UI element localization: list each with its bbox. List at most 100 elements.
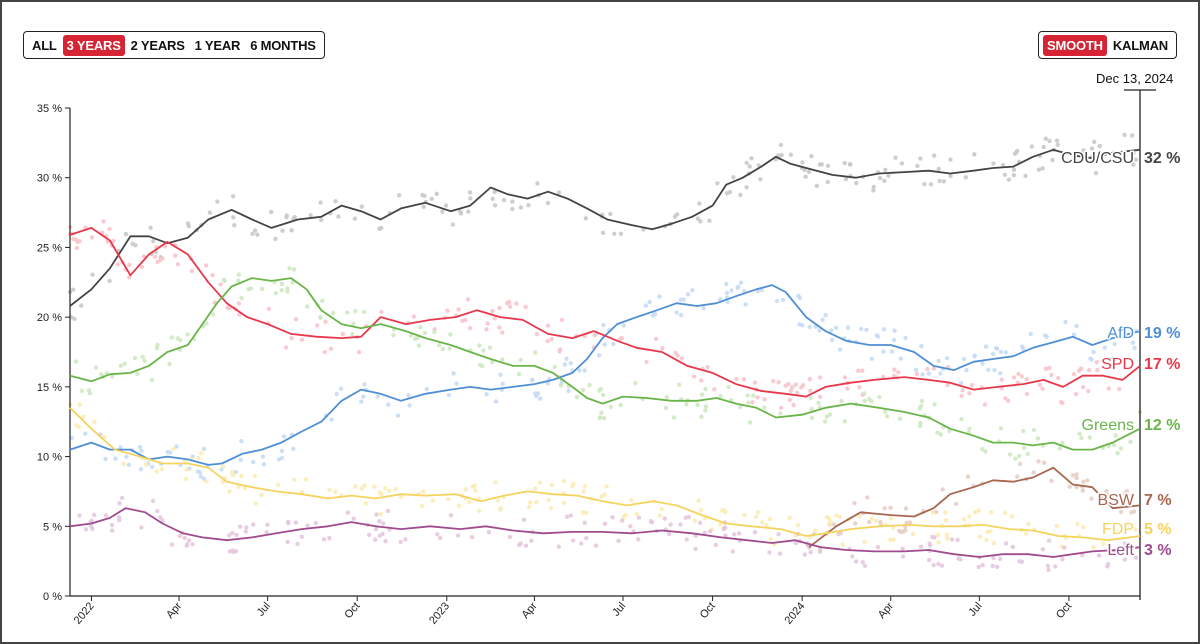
poll-dot	[777, 551, 783, 556]
poll-dot	[703, 408, 708, 413]
poll-dot	[1041, 144, 1046, 150]
poll-dot	[998, 349, 1004, 355]
poll-dot	[183, 476, 189, 482]
poll-dot	[988, 510, 994, 515]
poll-dot	[816, 400, 821, 406]
poll-dot	[89, 235, 95, 240]
poll-dot	[724, 290, 730, 296]
poll-dot	[790, 385, 795, 390]
poll-dot	[964, 368, 969, 373]
poll-dot	[1059, 400, 1064, 405]
poll-dot	[579, 541, 584, 546]
series-value-label: 19 %	[1144, 325, 1180, 342]
x-tick-label: Apr	[164, 600, 184, 621]
poll-dot	[644, 359, 649, 365]
poll-dot	[788, 152, 794, 157]
poll-dot	[480, 363, 485, 369]
poll-dot	[450, 222, 455, 227]
poll-dot	[1093, 170, 1099, 176]
poll-dot	[178, 337, 183, 343]
poll-dot	[492, 189, 497, 195]
poll-dot	[76, 424, 82, 430]
poll-dot	[195, 469, 201, 474]
poll-dot	[1060, 440, 1065, 446]
poll-dot	[501, 197, 507, 203]
poll-dot	[353, 484, 358, 489]
poll-dot	[1045, 563, 1051, 568]
poll-dot	[1130, 492, 1136, 497]
poll-dot	[888, 537, 893, 543]
method-option-smooth[interactable]: SMOOTH	[1043, 34, 1107, 56]
poll-dot	[242, 485, 247, 491]
poll-dot	[1063, 319, 1068, 325]
poll-dot	[842, 375, 848, 380]
poll-dot	[363, 501, 369, 506]
poll-dot	[678, 297, 684, 302]
poll-dot	[745, 393, 750, 398]
poll-dot	[1000, 162, 1006, 168]
poll-dot	[939, 563, 945, 568]
poll-dot	[814, 183, 820, 188]
poll-dot	[127, 262, 132, 268]
poll-dot	[1122, 541, 1128, 546]
poll-dot	[874, 333, 879, 338]
method-option-kalman[interactable]: KALMAN	[1112, 37, 1168, 53]
poll-dot	[165, 449, 170, 455]
poll-dot	[760, 520, 765, 525]
range-option-6-months[interactable]: 6 MONTHS	[250, 37, 316, 53]
poll-dot	[150, 464, 155, 469]
series-value-label: 5 %	[1144, 521, 1172, 538]
poll-dot	[695, 402, 700, 408]
poll-dot	[1060, 557, 1065, 562]
poll-dot	[330, 310, 336, 316]
poll-dot	[236, 278, 241, 283]
poll-dot	[596, 353, 602, 358]
poll-dot	[185, 332, 190, 337]
y-tick-label: 30 %	[37, 173, 62, 185]
poll-dot	[434, 191, 439, 196]
series-line-greens	[69, 277, 1141, 451]
poll-dot	[285, 286, 290, 291]
series-label: AfD	[1107, 325, 1134, 342]
poll-dot	[918, 544, 924, 549]
poll-dot	[1074, 323, 1079, 329]
poll-dot	[786, 381, 791, 387]
poll-dot	[587, 382, 592, 388]
poll-dot	[1013, 456, 1018, 461]
poll-dot	[397, 193, 402, 198]
poll-dot	[829, 337, 835, 343]
range-option-all[interactable]: ALL	[32, 37, 57, 53]
poll-dot	[455, 533, 461, 538]
series-label: FDP	[1102, 521, 1134, 538]
poll-dot	[477, 508, 482, 513]
poll-dot	[958, 380, 964, 386]
y-tick-label: 10 %	[37, 452, 62, 464]
poll-dot	[359, 486, 364, 491]
poll-dot	[747, 164, 752, 169]
range-option-3-years[interactable]: 3 YEARS	[62, 34, 125, 56]
poll-dot	[457, 208, 463, 214]
poll-dot	[891, 337, 897, 343]
poll-dot	[808, 395, 813, 401]
poll-dot	[1040, 166, 1045, 171]
range-option-2-years[interactable]: 2 YEARS	[130, 37, 185, 53]
poll-dot	[1036, 167, 1042, 172]
poll-dot	[171, 446, 176, 451]
poll-dot	[730, 549, 735, 554]
poll-dot	[1043, 366, 1049, 371]
poll-dot	[362, 309, 367, 315]
poll-dot	[602, 342, 607, 347]
poll-dot	[99, 372, 104, 377]
poll-dot	[900, 546, 905, 551]
poll-dot	[345, 510, 351, 515]
poll-dot	[853, 521, 858, 526]
poll-dot	[198, 474, 203, 479]
poll-dot	[991, 555, 996, 561]
poll-dot	[581, 489, 586, 494]
poll-dot	[150, 498, 156, 504]
poll-dot	[820, 317, 825, 323]
range-option-1-year[interactable]: 1 YEAR	[194, 37, 241, 53]
poll-dot	[829, 328, 834, 333]
poll-dot	[807, 324, 812, 330]
poll-dot	[251, 459, 256, 465]
